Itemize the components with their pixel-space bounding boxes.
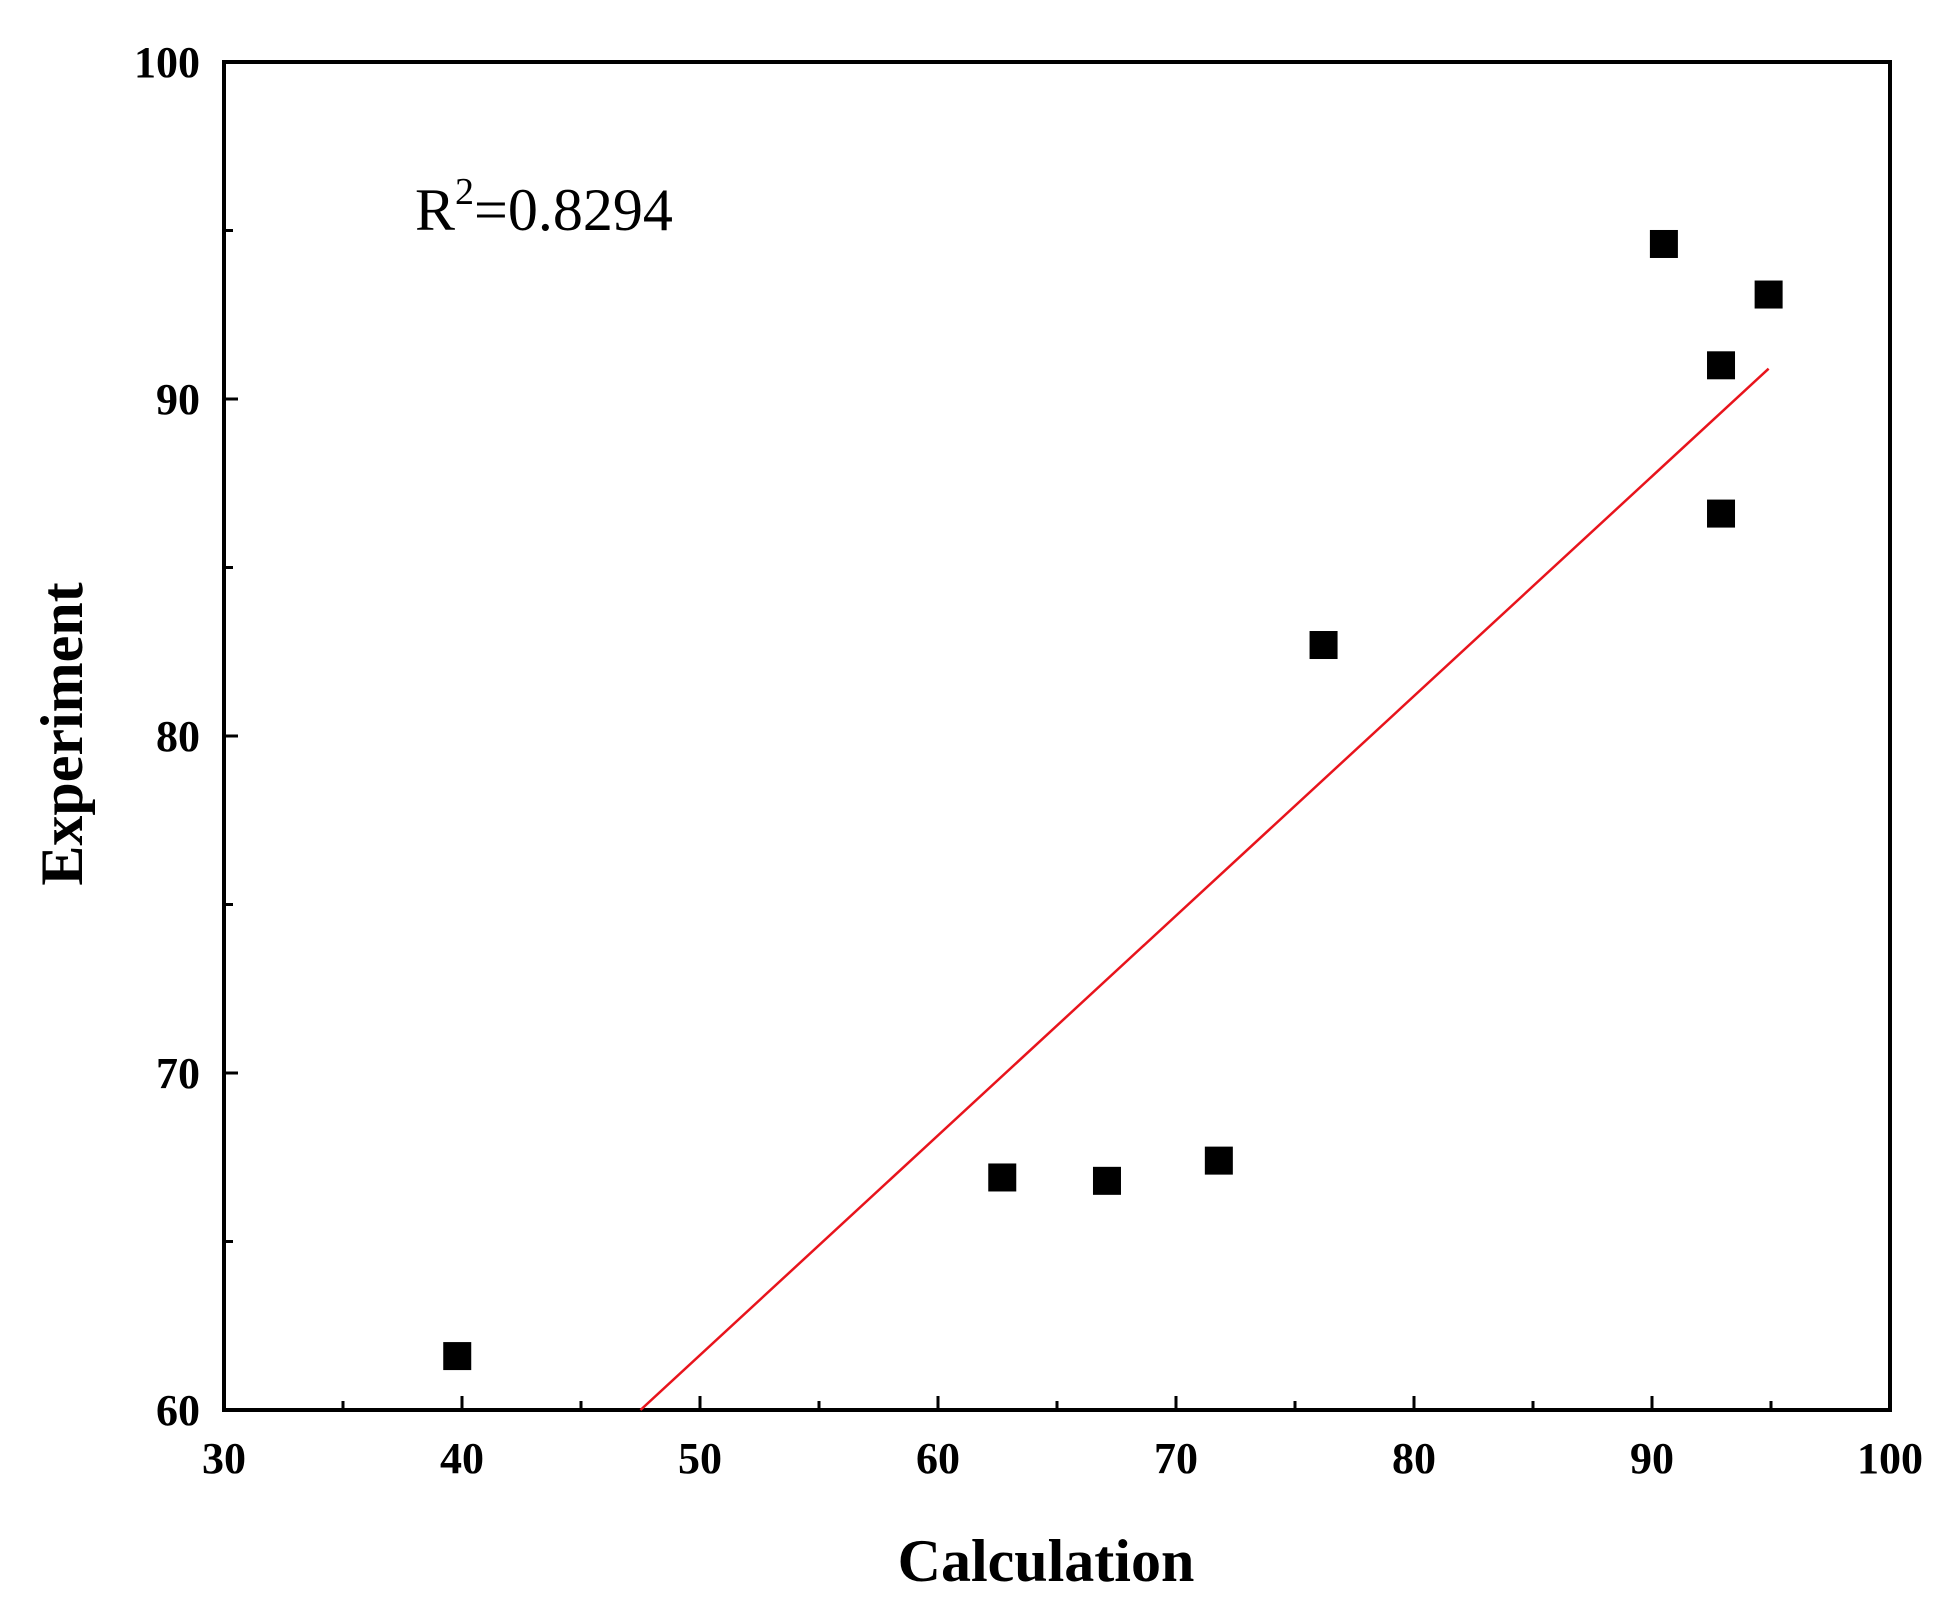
x-tick-label: 50 (678, 1434, 722, 1483)
x-axis-title: Calculation (898, 1528, 1195, 1594)
data-point (1309, 631, 1338, 660)
plot-area (222, 60, 1892, 1412)
axis-ticks (222, 60, 1892, 1412)
y-tick-label: 100 (134, 38, 200, 87)
data-point (1754, 280, 1783, 309)
r-squared-annotation: R2=0.8294 (415, 171, 673, 243)
r-squared-value: =0.8294 (474, 177, 673, 243)
x-tick-label: 60 (916, 1434, 960, 1483)
data-point (1707, 499, 1736, 528)
x-tick-label: 90 (1630, 1434, 1674, 1483)
y-axis-tick-labels: 60 70 80 90 100 (134, 38, 200, 1435)
x-tick-label: 40 (440, 1434, 484, 1483)
data-point (1649, 229, 1678, 258)
data-point (988, 1163, 1017, 1192)
data-point (1204, 1146, 1233, 1175)
data-point (1707, 351, 1736, 380)
r-squared-superscript: 2 (455, 171, 474, 213)
y-tick-label: 90 (156, 375, 200, 424)
x-axis-tick-labels: 30 40 50 60 70 80 90 100 (202, 1434, 1923, 1483)
x-tick-label: 30 (202, 1434, 246, 1483)
fit-line-layer (639, 367, 1770, 1411)
plot-frame (222, 60, 1892, 1412)
x-tick-label: 70 (1154, 1434, 1198, 1483)
data-point (1092, 1166, 1121, 1195)
y-tick-label: 80 (156, 712, 200, 761)
x-tick-label: 80 (1392, 1434, 1436, 1483)
y-tick-label: 60 (156, 1386, 200, 1435)
data-point (443, 1342, 472, 1371)
data-points (443, 229, 1783, 1371)
y-tick-label: 70 (156, 1049, 200, 1098)
fit-line (639, 367, 1770, 1411)
r-squared-base: R (415, 177, 455, 243)
x-tick-label: 100 (1857, 1434, 1923, 1483)
y-axis-title: Experiment (29, 582, 95, 885)
